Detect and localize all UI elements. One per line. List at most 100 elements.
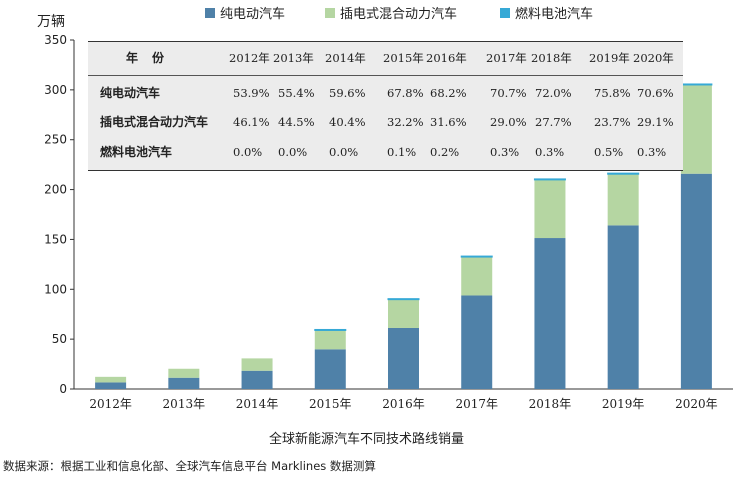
table-cell: 29.0% <box>490 115 527 129</box>
table-header-row: 年份 2012年 2013年 2014年 2015年 2016年 2017年 2… <box>88 46 683 70</box>
bar-segment-bev <box>607 225 639 389</box>
table-cell: 0.3% <box>490 145 520 159</box>
bar-segment-phev <box>241 358 273 371</box>
share-table: 年份 2012年 2013年 2014年 2015年 2016年 2017年 2… <box>88 41 683 171</box>
table-cell: 40.4% <box>329 115 366 129</box>
table-year: 2020年 <box>633 51 674 65</box>
legend-label-phev: 插电式混合动力汽车 <box>340 7 458 22</box>
x-tick-label: 2018年 <box>529 397 572 411</box>
table-row-bev: 纯电动汽车 53.9% 55.4% 59.6% 67.8% 68.2% 70.7… <box>88 81 683 105</box>
legend-item-bev: 纯电动汽车 <box>205 3 285 22</box>
y-tick-label: 0 <box>59 382 67 396</box>
bar-segment-phev <box>168 368 200 378</box>
legend-swatch-fcev <box>500 7 510 18</box>
bar-segment-bev <box>388 327 419 389</box>
x-tick-label: 2014年 <box>236 397 279 411</box>
table-row-fcev: 燃料电池汽车 0.0% 0.0% 0.0% 0.1% 0.2% 0.3% 0.3… <box>88 140 683 164</box>
table-header-label: 年份 <box>126 51 179 65</box>
table-cell: 23.7% <box>594 115 631 129</box>
source-note: 数据来源：根据工业和信息化部、全球汽车信息平台 Marklines 数据测算 <box>3 459 376 473</box>
legend-swatch-phev <box>325 7 335 18</box>
table-cell: 0.2% <box>430 145 460 159</box>
table-cell: 27.7% <box>535 115 572 129</box>
table-row-label: 纯电动汽车 <box>100 86 161 100</box>
bar-segment-bev <box>461 295 493 389</box>
x-tick-label: 2016年 <box>382 397 425 411</box>
table-cell: 0.3% <box>637 145 667 159</box>
bar-segment-phev <box>95 376 127 383</box>
table-cell: 0.5% <box>594 145 624 159</box>
legend-label-fcev: 燃料电池汽车 <box>515 7 594 22</box>
legend-item-fcev: 燃料电池汽车 <box>500 3 593 22</box>
table-cell: 59.6% <box>329 86 366 100</box>
bar-segment-phev <box>680 84 712 174</box>
y-tick-label: 200 <box>44 183 67 197</box>
table-cell: 68.2% <box>430 86 467 100</box>
legend: 纯电动汽车 插电式混合动力汽车 燃料电池汽车 <box>0 3 733 23</box>
bar-segment-fcev <box>387 298 420 301</box>
bar-segment-phev <box>388 299 419 328</box>
table-row-label: 燃料电池汽车 <box>100 145 173 159</box>
table-cell: 67.8% <box>387 86 424 100</box>
table-cell: 0.3% <box>535 145 565 159</box>
y-tick-label: 350 <box>44 33 67 47</box>
table-cell: 75.8% <box>594 86 631 100</box>
table-year: 2018年 <box>531 51 572 65</box>
table-cell: 72.0% <box>535 86 572 100</box>
legend-swatch-bev <box>205 7 215 18</box>
table-year: 2019年 <box>589 51 630 65</box>
bar-segment-fcev <box>314 328 347 331</box>
bar-segment-bev <box>95 382 127 389</box>
table-cell: 46.1% <box>233 115 270 129</box>
table-cell: 32.2% <box>387 115 424 129</box>
y-tick-label: 100 <box>44 282 67 296</box>
bar-segment-bev <box>168 377 200 389</box>
table-cell: 0.0% <box>329 145 359 159</box>
table-row-label: 插电式混合动力汽车 <box>100 115 209 129</box>
y-tick-label: 300 <box>44 83 67 97</box>
bar-segment-fcev <box>607 172 640 175</box>
table-cell: 31.6% <box>430 115 467 129</box>
bar-segment-phev <box>607 174 639 226</box>
table-year: 2015年 <box>383 51 424 65</box>
table-cell: 44.5% <box>278 115 315 129</box>
x-tick-label: 2019年 <box>602 397 645 411</box>
table-cell: 29.1% <box>637 115 674 129</box>
table-year: 2016年 <box>426 51 467 65</box>
table-header-divider <box>88 75 683 76</box>
x-tick-label: 2012年 <box>89 397 132 411</box>
x-tick-label: 2015年 <box>309 397 352 411</box>
bar-segment-bev <box>534 238 566 389</box>
table-year: 2014年 <box>325 51 366 65</box>
bar-segment-fcev <box>533 178 566 181</box>
y-tick-label: 250 <box>44 133 67 147</box>
bar-segment-bev <box>680 173 712 389</box>
table-year: 2017年 <box>486 51 527 65</box>
bar-segment-fcev <box>460 255 493 258</box>
table-cell: 55.4% <box>278 86 315 100</box>
table-cell: 0.0% <box>233 145 263 159</box>
bar-segment-phev <box>461 257 493 296</box>
y-tick-label: 50 <box>52 332 67 346</box>
bar-segment-phev <box>534 179 566 239</box>
bar-segment-bev <box>241 370 273 389</box>
bar-segment-bev <box>314 349 346 389</box>
table-cell: 53.9% <box>233 86 270 100</box>
bar-segment-fcev <box>680 83 713 86</box>
y-axis-unit: 万辆 <box>37 14 65 30</box>
table-cell: 0.1% <box>387 145 417 159</box>
table-cell: 70.6% <box>637 86 674 100</box>
table-cell: 0.0% <box>278 145 308 159</box>
table-year: 2013年 <box>273 51 314 65</box>
table-year: 2012年 <box>229 51 270 65</box>
legend-label-bev: 纯电动汽车 <box>220 7 286 22</box>
y-tick-label: 150 <box>44 232 67 246</box>
table-cell: 70.7% <box>490 86 527 100</box>
x-tick-label: 2013年 <box>163 397 206 411</box>
legend-item-phev: 插电式混合动力汽车 <box>325 3 457 22</box>
x-tick-label: 2017年 <box>455 397 498 411</box>
table-row-phev: 插电式混合动力汽车 46.1% 44.5% 40.4% 32.2% 31.6% … <box>88 110 683 134</box>
x-axis-title: 全球新能源汽车不同技术路线销量 <box>268 432 464 447</box>
bar-segment-phev <box>314 330 346 350</box>
